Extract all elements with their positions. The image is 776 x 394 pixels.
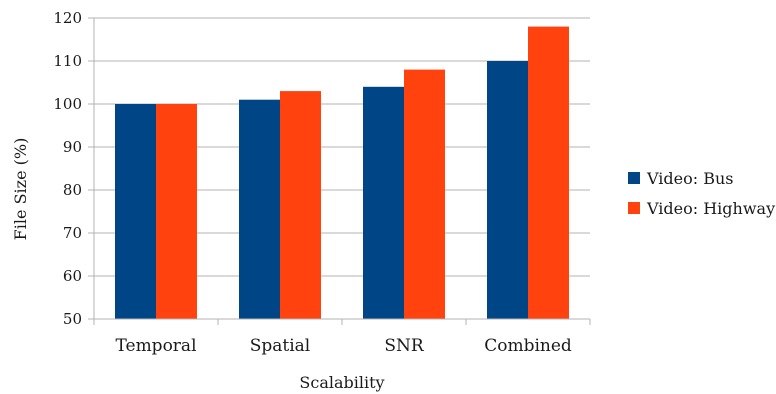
bar-highway-snr (404, 69, 445, 319)
x-axis-label: Scalability (299, 373, 384, 392)
x-tick-label: Combined (484, 336, 572, 356)
legend-swatch (628, 172, 640, 184)
y-axis-label: File Size (%) (11, 138, 30, 241)
bar-bus-spatial (239, 99, 280, 319)
x-tick-labels: Temporal Spatial SNR Combined (115, 336, 571, 356)
y-tick-label: 120 (53, 9, 82, 27)
legend-label: Video: Bus (646, 169, 733, 188)
bars (115, 26, 569, 319)
bar-highway-spatial (280, 91, 321, 319)
axes (93, 18, 591, 325)
x-tick-label: Temporal (115, 336, 196, 356)
bar-bus-snr (363, 86, 404, 319)
y-tick-label: 90 (63, 138, 82, 156)
y-tick-label: 70 (63, 224, 82, 242)
y-tick-labels: 50 60 70 80 90 100 110 120 (53, 9, 82, 328)
bar-bus-combined (487, 61, 528, 319)
bar-bus-temporal (115, 104, 156, 319)
x-tick-label: SNR (384, 336, 425, 356)
legend-swatch (628, 202, 640, 214)
legend-label: Video: Highway (646, 199, 775, 218)
bar-highway-temporal (156, 104, 197, 319)
x-tick-label: Spatial (250, 336, 311, 356)
y-tick-label: 60 (63, 267, 82, 285)
y-tick-label: 80 (63, 181, 82, 199)
y-tick-label: 110 (53, 52, 82, 70)
bar-highway-combined (528, 26, 569, 319)
y-tick-label: 100 (53, 95, 82, 113)
legend: Video: Bus Video: Highway (628, 169, 775, 218)
y-tick-label: 50 (63, 310, 82, 328)
